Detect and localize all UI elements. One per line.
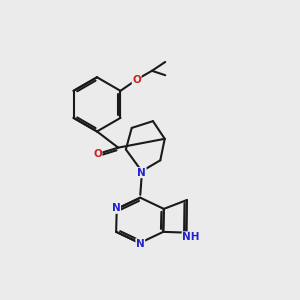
Text: N: N xyxy=(137,168,146,178)
Text: O: O xyxy=(93,148,102,158)
Text: N: N xyxy=(112,203,121,213)
Text: O: O xyxy=(132,75,141,85)
Text: NH: NH xyxy=(182,232,200,242)
Text: N: N xyxy=(136,238,145,249)
